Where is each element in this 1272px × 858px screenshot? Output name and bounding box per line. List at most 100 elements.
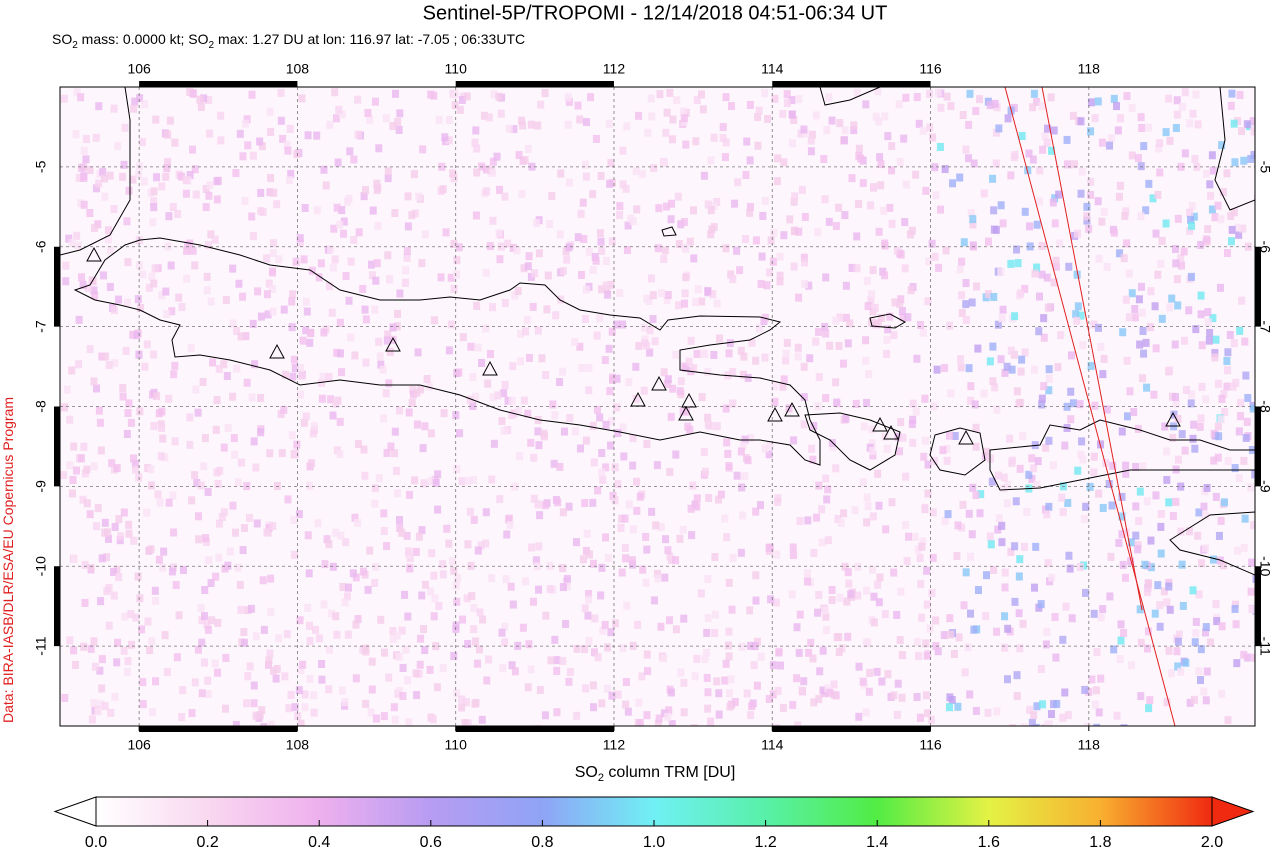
so2-pixel	[157, 452, 165, 461]
so2-pixel	[266, 649, 274, 658]
so2-pixel	[872, 112, 880, 121]
so2-pixel	[972, 107, 980, 116]
so2-pixel	[183, 274, 191, 283]
so2-pixel	[1154, 581, 1162, 590]
so2-pixel	[441, 133, 449, 142]
so2-pixel	[824, 485, 832, 494]
so2-pixel	[164, 158, 172, 167]
so2-pixel	[661, 573, 669, 582]
so2-pixel	[1001, 583, 1009, 592]
so2-pixel	[373, 185, 381, 194]
so2-pixel	[1001, 612, 1009, 621]
so2-pixel	[828, 585, 836, 594]
so2-pixel	[788, 590, 796, 599]
so2-pixel	[1136, 340, 1144, 349]
so2-pixel	[350, 235, 358, 244]
so2-pixel	[1198, 382, 1206, 391]
so2-pixel	[868, 446, 876, 455]
so2-pixel	[1087, 98, 1095, 107]
so2-pixel	[496, 185, 504, 194]
so2-pixel	[680, 708, 688, 717]
so2-pixel	[565, 677, 573, 686]
so2-pixel	[790, 115, 798, 124]
so2-pixel	[632, 167, 640, 176]
so2-pixel	[757, 279, 765, 288]
so2-pixel	[780, 158, 788, 167]
so2-pixel	[1031, 365, 1039, 374]
so2-pixel	[1091, 114, 1099, 123]
so2-pixel	[565, 97, 573, 106]
so2-pixel	[101, 528, 109, 537]
so2-pixel	[150, 187, 158, 196]
so2-pixel	[306, 481, 314, 490]
so2-pixel	[743, 689, 751, 698]
so2-pixel	[818, 505, 826, 514]
so2-pixel	[101, 725, 109, 726]
so2-pixel	[1029, 103, 1037, 112]
so2-pixel	[926, 624, 934, 633]
so2-pixel	[1103, 263, 1111, 272]
so2-pixel	[822, 394, 830, 403]
so2-pixel	[1128, 104, 1136, 113]
so2-pixel	[860, 422, 868, 431]
so2-pixel	[91, 223, 99, 232]
so2-pixel	[1013, 692, 1021, 701]
so2-pixel	[564, 120, 572, 129]
so2-pixel	[455, 243, 463, 252]
so2-pixel	[566, 414, 574, 423]
so2-pixel	[60, 94, 68, 103]
so2-pixel	[119, 383, 127, 392]
so2-pixel	[614, 690, 622, 699]
so2-pixel	[359, 284, 367, 293]
so2-pixel	[896, 299, 904, 308]
so2-pixel	[782, 356, 790, 365]
so2-pixel	[385, 379, 393, 388]
so2-pixel	[640, 386, 648, 395]
so2-pixel	[774, 686, 782, 695]
so2-pixel	[921, 503, 929, 512]
so2-pixel	[139, 678, 147, 687]
so2-pixel	[881, 271, 889, 280]
so2-pixel	[173, 653, 181, 662]
so2-pixel	[405, 718, 413, 726]
so2-pixel	[240, 627, 248, 636]
so2-pixel	[189, 145, 197, 154]
so2-pixel	[1074, 466, 1082, 475]
so2-pixel	[888, 142, 896, 151]
so2-pixel	[1180, 247, 1188, 256]
so2-pixel	[1095, 708, 1103, 717]
so2-pixel	[833, 633, 841, 642]
coastline	[869, 313, 907, 329]
so2-pixel	[535, 542, 543, 551]
so2-pixel	[401, 590, 409, 599]
so2-pixel	[1223, 169, 1231, 178]
so2-pixel	[1099, 605, 1107, 614]
so2-pixel	[257, 188, 265, 197]
so2-pixel	[709, 290, 717, 299]
so2-pixel	[782, 349, 790, 358]
so2-pixel	[800, 393, 808, 402]
so2-pixel	[361, 471, 369, 480]
so2-pixel	[1240, 456, 1248, 465]
so2-pixel	[923, 566, 931, 575]
so2-pixel	[165, 212, 173, 221]
so2-pixel	[1012, 497, 1020, 506]
so2-pixel	[1166, 605, 1174, 614]
so2-pixel	[635, 698, 643, 707]
so2-pixel	[403, 531, 411, 540]
so2-pixel	[563, 255, 571, 264]
so2-pixel	[1064, 160, 1072, 169]
so2-pixel	[590, 703, 598, 712]
so2-pixel	[675, 301, 683, 310]
so2-pixel	[1098, 138, 1106, 147]
so2-pixel	[511, 667, 519, 676]
so2-pixel	[123, 430, 131, 439]
so2-pixel	[110, 591, 118, 600]
so2-pixel	[662, 128, 670, 137]
so2-pixel	[1131, 313, 1139, 322]
so2-pixel	[725, 462, 733, 471]
so2-pixel	[722, 659, 730, 668]
so2-pixel	[1011, 597, 1019, 606]
so2-pixel	[152, 115, 160, 124]
so2-pixel	[859, 478, 867, 487]
